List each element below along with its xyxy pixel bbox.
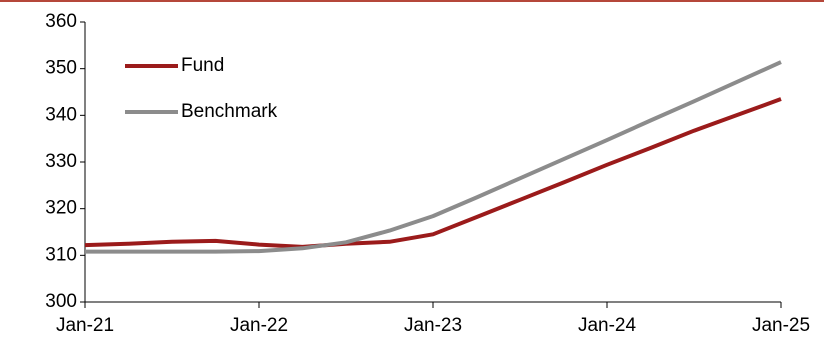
legend-label: Benchmark: [181, 101, 278, 122]
y-tick-label: 350: [45, 58, 77, 79]
y-tick-label: 320: [45, 198, 77, 219]
x-tick-label: Jan-23: [404, 315, 462, 336]
y-tick-label: 340: [45, 104, 77, 125]
y-tick-label: 330: [45, 151, 77, 172]
x-tick-label: Jan-25: [752, 315, 810, 336]
series-line: [85, 60, 782, 254]
series-line: [84, 97, 782, 249]
x-tick-label: Jan-24: [578, 315, 637, 336]
y-tick-label: 300: [45, 291, 77, 312]
y-tick-label: 310: [45, 244, 77, 265]
y-tick-label: 360: [45, 11, 77, 32]
x-tick-label: Jan-21: [56, 315, 114, 336]
legend-label: Fund: [181, 55, 224, 76]
x-tick-label: Jan-22: [230, 315, 288, 336]
